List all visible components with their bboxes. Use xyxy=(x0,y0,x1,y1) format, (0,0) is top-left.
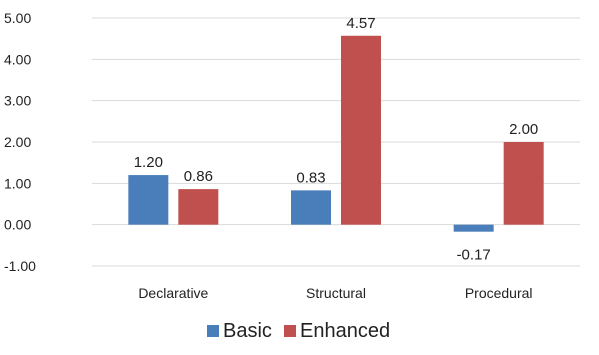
legend-label: Enhanced xyxy=(300,320,390,342)
bar-enhanced-structural xyxy=(341,35,381,225)
y-tick-label: 2.00 xyxy=(4,134,31,150)
bar-enhanced-procedural xyxy=(503,142,544,225)
data-labels: 1.20 0.86 0.83 4.57 -0.17 2.00 xyxy=(134,15,539,264)
y-tick-label: 1.00 xyxy=(4,175,31,191)
legend-swatch xyxy=(284,325,296,337)
legend: Basic Enhanced xyxy=(207,320,390,342)
x-category-label: Procedural xyxy=(465,285,533,301)
data-label: 2.00 xyxy=(509,121,538,138)
legend-swatch xyxy=(207,325,219,337)
y-tick-label: -1.00 xyxy=(4,258,36,274)
y-tick-label: 0.00 xyxy=(4,217,31,233)
x-category-label: Declarative xyxy=(138,285,208,301)
bar-basic-declarative xyxy=(128,175,169,225)
y-tick-label: 3.00 xyxy=(4,93,31,109)
data-label: -0.17 xyxy=(457,247,491,264)
bar-basic-structural xyxy=(291,190,331,225)
legend-label: Basic xyxy=(223,320,272,342)
data-label: 0.83 xyxy=(296,169,325,186)
data-label: 1.20 xyxy=(134,154,163,171)
legend-item-enhanced: Enhanced xyxy=(284,320,390,342)
bars xyxy=(128,35,544,232)
y-tick-label: 4.00 xyxy=(4,51,31,67)
gridlines xyxy=(92,17,580,267)
data-label: 0.86 xyxy=(184,168,213,185)
legend-item-basic: Basic xyxy=(207,320,272,342)
bar-basic-procedural xyxy=(453,224,494,232)
y-axis-tick-labels: -1.00 0.00 1.00 2.00 3.00 4.00 5.00 xyxy=(4,10,36,274)
data-label: 4.57 xyxy=(346,15,375,32)
x-axis-category-labels: Declarative Structural Procedural xyxy=(138,285,532,301)
bar-enhanced-declarative xyxy=(178,189,219,225)
x-category-label: Structural xyxy=(306,285,366,301)
y-tick-label: 5.00 xyxy=(4,10,31,26)
